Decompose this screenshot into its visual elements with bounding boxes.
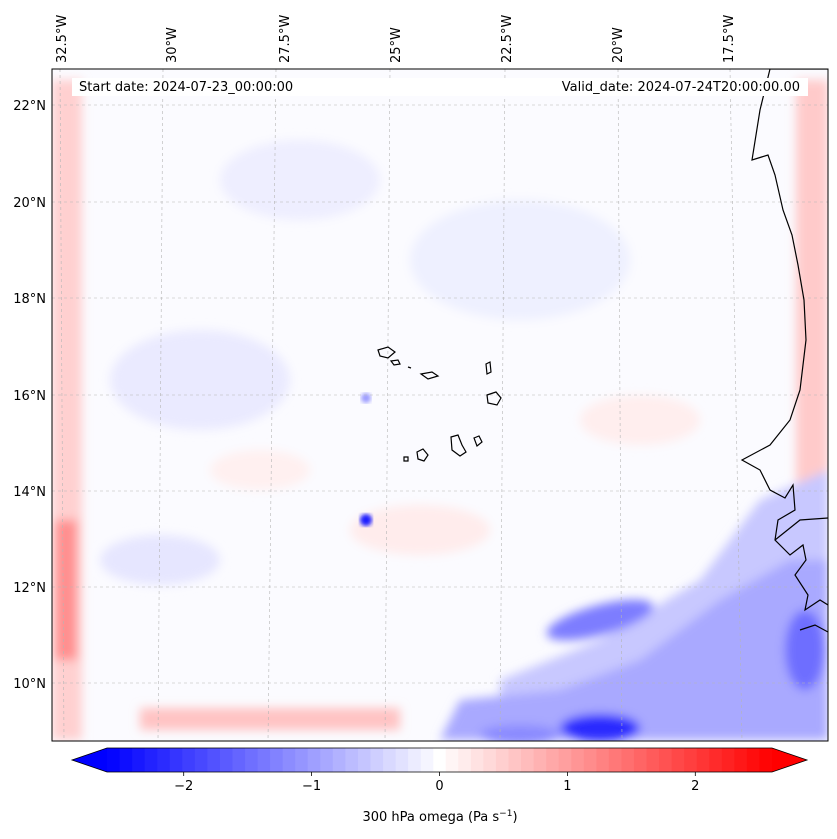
graticule (52, 69, 828, 741)
colorbar-cell (508, 748, 522, 772)
colorbar-cell (483, 748, 497, 772)
colorbar-cell (684, 748, 698, 772)
colorbar-cell (282, 748, 296, 772)
lon-label-27-5w: 27.5°W (278, 15, 293, 63)
colorbar-cell (671, 748, 685, 772)
strong-ascent-spot (360, 514, 372, 526)
colorbar-tick-label: 2 (691, 779, 699, 794)
africa-coastline (740, 69, 828, 612)
colorbar-cell (257, 748, 271, 772)
colorbar-cell (144, 748, 158, 772)
colorbar-cell (583, 748, 597, 772)
valid-date-label: Valid_date: 2024-07-24T20:00:00.00 (562, 80, 800, 95)
colorbar-label: 300 hPa omega (Pa s−1) (362, 809, 517, 825)
island-fogo (416, 448, 429, 462)
lat-label-16n: 16°N (13, 389, 46, 404)
colorbar-min-extension (72, 748, 107, 772)
colorbar-cell (709, 748, 723, 772)
island-boa-vista (486, 391, 502, 406)
latitude-labels: 22°N 20°N 18°N 16°N 14°N 12°N 10°N (13, 99, 46, 692)
colorbar-cell (245, 748, 259, 772)
colorbar-cell (633, 748, 648, 772)
colorbar-cell (558, 748, 572, 772)
lon-label-20w: 20°W (611, 27, 626, 63)
colorbar-cell (395, 748, 409, 772)
colorbar-cell (470, 748, 485, 772)
colorbar-cell (721, 748, 735, 772)
coastlines (377, 69, 828, 633)
colorbar-cell (608, 748, 623, 772)
colorbar-cell (194, 748, 208, 772)
lon-label-30w: 30°W (165, 27, 180, 63)
colorbar-cell (345, 748, 359, 772)
colorbar-cell (458, 748, 472, 772)
colorbar-cell (546, 748, 560, 772)
colorbar-cell (307, 748, 321, 772)
colorbar-ticks: −2 −1 0 1 2 (174, 772, 699, 794)
colorbar-cell (332, 748, 346, 772)
map-frame (51, 68, 829, 742)
lat-label-12n: 12°N (13, 581, 46, 596)
colorbar-cell (370, 748, 384, 772)
colorbar-cell (132, 748, 146, 772)
colorbar-cell (169, 748, 183, 772)
longitude-labels: 32.5°W 30°W 27.5°W 25°W 22.5°W 20°W 17.5… (55, 15, 737, 63)
colorbar-cell (119, 748, 133, 772)
lon-label-25w: 25°W (389, 27, 404, 63)
colorbar-max-extension (772, 748, 807, 772)
lat-label-22n: 22°N (13, 99, 46, 114)
colorbar-cell (734, 748, 748, 772)
lat-label-14n: 14°N (13, 485, 46, 500)
colorbar-cell (646, 748, 660, 772)
colorbar-cell (596, 748, 610, 772)
colorbar-cell (182, 748, 196, 772)
colorbar-cell (357, 748, 372, 772)
omega-field (52, 80, 828, 741)
lon-label-22-5w: 22.5°W (500, 15, 515, 63)
colorbar-cell (320, 748, 334, 772)
colorbar-cell (445, 748, 459, 772)
colorbar-outline (70, 747, 809, 773)
colorbar-cell (270, 748, 284, 772)
colorbar-cell (295, 748, 309, 772)
colorbar-cell (219, 748, 234, 772)
lat-label-20n: 20°N (13, 196, 46, 211)
colorbar-cell (533, 748, 547, 772)
colorbar-tick-label: 1 (563, 779, 571, 794)
colorbar-cell (659, 748, 673, 772)
lat-label-10n: 10°N (13, 677, 46, 692)
map-panel: Start date: 2024-07-23_00:00:00 Valid_da… (51, 68, 829, 742)
colorbar-cell (571, 748, 585, 772)
colorbar-cell (232, 748, 246, 772)
colorbar-cell (420, 748, 434, 772)
colorbar-cell (207, 748, 221, 772)
colorbar-cell (107, 748, 121, 772)
date-banner (72, 78, 808, 96)
colorbar-cells (107, 748, 773, 772)
colorbar: −2 −1 0 1 2 300 hPa omega (Pa s−1) (70, 747, 809, 825)
colorbar-cell (746, 748, 761, 772)
island-santiago (450, 434, 467, 457)
colorbar-cell (621, 748, 635, 772)
colorbar-tick-label: −2 (174, 779, 193, 794)
colorbar-cell (521, 748, 535, 772)
colorbar-cell (408, 748, 422, 772)
colorbar-tick-label: 0 (435, 779, 443, 794)
colorbar-cell (759, 748, 773, 772)
lon-label-17-5w: 17.5°W (722, 15, 737, 63)
island-santo-antao (377, 346, 396, 359)
colorbar-tick-label: −1 (302, 779, 321, 794)
colorbar-cell (157, 748, 171, 772)
lon-label-32-5w: 32.5°W (55, 15, 70, 63)
colorbar-cell (495, 748, 510, 772)
lat-label-18n: 18°N (13, 292, 46, 307)
start-date-label: Start date: 2024-07-23_00:00:00 (79, 80, 293, 95)
colorbar-cell (433, 748, 447, 772)
colorbar-cell (383, 748, 397, 772)
colorbar-cell (696, 748, 710, 772)
